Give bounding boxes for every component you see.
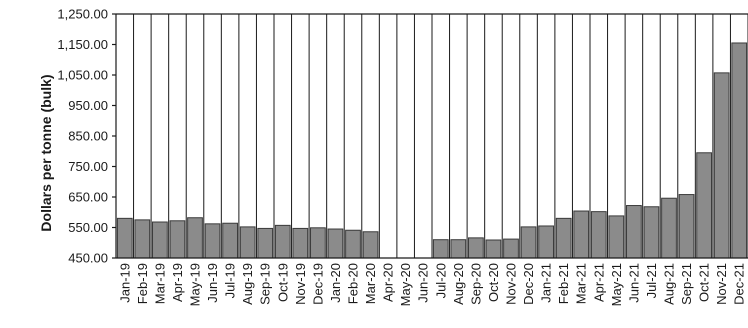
bar-Nov-19 [292, 227, 309, 259]
x-tick-label: Jan-20 [328, 263, 343, 303]
x-tick-label: Feb-20 [346, 263, 361, 304]
bar-Feb-19 [134, 219, 151, 259]
x-tick-label: Aug-19 [240, 263, 255, 305]
y-tick-label: 1,150.00 [57, 37, 108, 52]
x-tick-label: Jul-20 [433, 263, 448, 298]
bar-Feb-21 [555, 217, 572, 259]
y-tick-label: 850.00 [68, 129, 108, 144]
x-tick-label: Jul-19 [223, 263, 238, 298]
y-axis-title: Dollars per tonne (bulk) [38, 74, 54, 231]
bar-Nov-20 [503, 238, 519, 259]
bar-Jul-21 [643, 206, 660, 259]
y-tick-label: 950.00 [68, 98, 108, 113]
bar-Jan-19 [116, 217, 133, 259]
x-tick-label: Sep-21 [679, 263, 694, 305]
x-tick-label: Dec-20 [521, 263, 536, 305]
y-tick-label: 1,050.00 [57, 68, 108, 83]
x-tick-label: Mar-19 [152, 263, 167, 304]
bar-Jun-19 [204, 223, 221, 259]
x-tick-label: Nov-19 [293, 263, 308, 305]
bar-Nov-21 [713, 72, 730, 259]
x-tick-label: Jun-19 [205, 263, 220, 303]
x-tick-label: Mar-21 [574, 263, 589, 304]
x-tick-label: Apr-19 [170, 263, 185, 302]
bar-Apr-19 [169, 220, 186, 259]
chart-bars [116, 42, 748, 259]
bar-Dec-19 [310, 227, 326, 259]
bar-Jan-20 [327, 228, 344, 259]
bar-Dec-20 [520, 226, 537, 259]
y-tick-labels: 1,250.00 1,150.00 1,050.00 950.00 850.00 750.… [57, 7, 116, 266]
bar-Jun-21 [626, 205, 642, 259]
bar-Oct-19 [274, 224, 291, 259]
bar-Mar-20 [362, 231, 379, 259]
x-tick-label: May-20 [398, 263, 413, 306]
x-tick-labels: Jan-19 Feb-19 Mar-19 Apr-19 May-19 Jun-19 Jul-… [117, 263, 746, 306]
y-tick-label: 450.00 [68, 251, 108, 266]
bar-May-19 [187, 217, 203, 259]
x-tick-label: Apr-21 [591, 263, 606, 302]
chart-grid [115, 14, 748, 258]
x-tick-label: Oct-21 [697, 263, 712, 302]
bar-Jul-20 [432, 239, 449, 259]
x-tick-label: Jun-20 [416, 263, 431, 303]
bar-May-21 [608, 215, 625, 259]
bar-Aug-19 [239, 226, 256, 259]
x-tick-label: Jan-21 [539, 263, 554, 303]
bar-Jan-21 [538, 225, 554, 259]
bar-Sep-20 [468, 237, 484, 259]
bar-Sep-21 [678, 194, 695, 259]
bar-Dec-21 [731, 42, 748, 259]
x-tick-label: Jan-19 [117, 263, 132, 303]
bar-Feb-20 [345, 229, 361, 259]
bar-Oct-21 [696, 152, 712, 259]
bar-Sep-19 [257, 227, 274, 259]
bar-Aug-20 [450, 239, 467, 259]
x-tick-label: Apr-20 [381, 263, 396, 302]
bar-Apr-21 [590, 211, 607, 259]
y-tick-label: 550.00 [68, 220, 108, 235]
x-tick-label: Mar-20 [363, 263, 378, 304]
bar-Oct-20 [485, 239, 502, 259]
x-tick-label: Feb-19 [135, 263, 150, 304]
y-tick-label: 750.00 [68, 159, 108, 174]
y-tick-label: 650.00 [68, 190, 108, 205]
x-tick-label: May-21 [609, 263, 624, 306]
bar-Mar-21 [573, 210, 590, 259]
x-tick-label: Aug-20 [451, 263, 466, 305]
x-tick-label: Oct-20 [486, 263, 501, 302]
x-tick-label: Nov-20 [504, 263, 519, 305]
x-tick-label: Jul-21 [644, 263, 659, 298]
bar-Mar-19 [152, 221, 168, 259]
x-tick-label: May-19 [188, 263, 203, 306]
x-tick-label: Sep-19 [258, 263, 273, 305]
x-tick-label: Dec-21 [732, 263, 747, 305]
bar-Jul-19 [222, 222, 238, 259]
x-tick-label: Aug-21 [662, 263, 677, 305]
x-tick-label: Oct-19 [275, 263, 290, 302]
x-tick-label: Dec-19 [310, 263, 325, 305]
bar-Aug-21 [661, 197, 677, 259]
x-tick-label: Jun-21 [626, 263, 641, 303]
y-tick-label: 1,250.00 [57, 7, 108, 22]
x-tick-label: Sep-20 [468, 263, 483, 305]
x-tick-label: Nov-21 [714, 263, 729, 305]
x-tick-label: Feb-21 [556, 263, 571, 304]
